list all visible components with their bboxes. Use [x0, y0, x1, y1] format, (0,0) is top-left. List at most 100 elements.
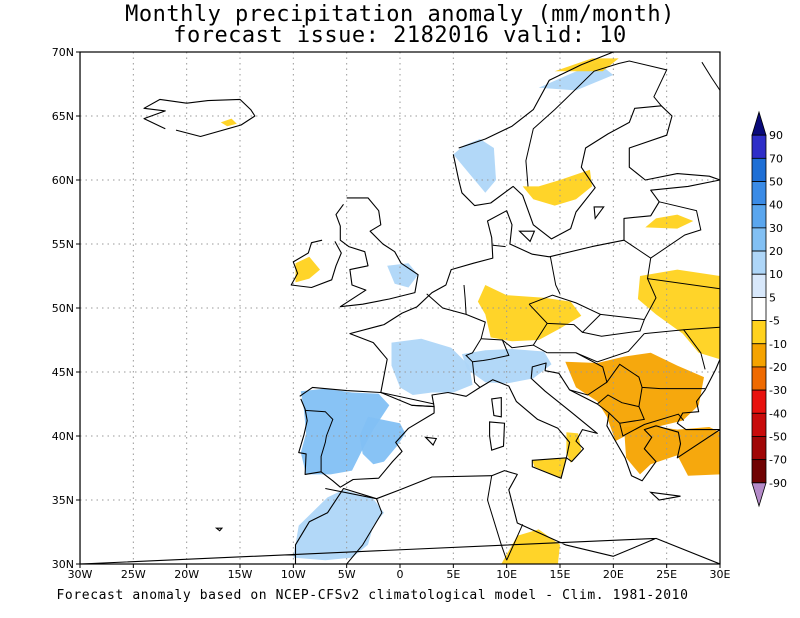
- dry-anomaly-central-europe: [477, 285, 582, 342]
- lat-label: 35N: [52, 494, 74, 507]
- colorbar-segment: [751, 297, 767, 321]
- island-sardinia: [489, 421, 506, 451]
- lat-label: 30N: [52, 558, 74, 571]
- dry-anomaly-ireland-dry: [295, 256, 320, 283]
- coastline-ireland: [290, 239, 342, 289]
- country-border: [472, 339, 510, 363]
- colorbar-segment: [751, 389, 767, 414]
- lon-label: 25E: [656, 568, 677, 581]
- colorbar-segment: [751, 343, 767, 368]
- colorbar-bottom-arrow: [751, 482, 767, 508]
- footer-note: Forecast anomaly based on NCEP-CFSv2 cli…: [56, 588, 689, 603]
- colorbar-top-arrow: [751, 110, 767, 136]
- lon-label: 30W: [68, 568, 93, 581]
- colorbar-label: 50: [769, 176, 783, 189]
- lon-label: 0: [397, 568, 404, 581]
- colorbar: 90 70 50 40 30 20 10 5 -5 -10 -20 -30 -40 -50 -70 -90: [751, 110, 787, 508]
- colorbar-segment: [751, 227, 767, 252]
- lat-label: 55N: [52, 238, 74, 251]
- lon-label: 15E: [550, 568, 571, 581]
- country-border: [481, 338, 548, 354]
- lon-label: 5W: [338, 568, 356, 581]
- colorbar-label: 30: [769, 222, 783, 235]
- lon-label: 20W: [174, 568, 199, 581]
- country-border: [506, 524, 524, 561]
- dry-anomaly-baltic: [645, 214, 694, 229]
- dry-anomaly-iceland-dry: [220, 118, 237, 127]
- colorbar-label: 90: [769, 129, 783, 142]
- anomaly-shading: [220, 58, 720, 564]
- coastline-scandinavia: [452, 52, 720, 240]
- colorbar-segment: [751, 273, 767, 298]
- lat-label: 70N: [52, 46, 74, 59]
- wet-anomaly-morocco: [293, 489, 384, 561]
- longitude-axis: 30W 25W 20W 15W 10W 5W 0 5E 10E 15E 20E 25E 30E: [68, 564, 731, 581]
- map-title-line2: forecast issue: 2182016 valid: 10: [173, 23, 627, 48]
- country-border: [619, 413, 685, 437]
- country-border: [644, 329, 706, 370]
- dry-anomaly-sicily: [532, 457, 567, 479]
- dry-anomaly-greece-turkey: [624, 425, 720, 476]
- coastlines: [80, 52, 720, 564]
- colorbar-segment: [751, 250, 767, 275]
- colorbar-label: -5: [769, 315, 780, 328]
- colorbar-label: -20: [769, 361, 787, 374]
- wet-anomaly-iberia-east: [359, 416, 406, 465]
- lon-label: 15W: [228, 568, 253, 581]
- coastline-continent: [80, 52, 720, 564]
- lon-label: 20E: [603, 568, 624, 581]
- colorbar-segment: [751, 181, 767, 206]
- country-border: [325, 488, 383, 564]
- lat-label: 50N: [52, 302, 74, 315]
- dry-anomaly-libya: [501, 529, 560, 564]
- island-zealand: [518, 230, 536, 243]
- colorbar-segment: [751, 134, 767, 159]
- colorbar-segment: [751, 157, 767, 182]
- lat-label: 65N: [52, 110, 74, 123]
- lat-label: 45N: [52, 366, 74, 379]
- country-border: [575, 333, 645, 363]
- colorbar-segment: [751, 459, 767, 484]
- country-border: [380, 392, 435, 405]
- colorbar-label: -10: [769, 338, 787, 351]
- island-crete: [649, 491, 681, 501]
- country-border: [528, 294, 602, 333]
- island-sicily: [531, 457, 568, 479]
- lon-label: 10W: [281, 568, 306, 581]
- coastline-iberia: [298, 386, 435, 488]
- country-border: [701, 61, 720, 91]
- island-mallorca: [424, 436, 438, 446]
- lon-label: 10E: [496, 568, 517, 581]
- country-border: [486, 475, 508, 561]
- country-border: [683, 326, 720, 331]
- colorbar-label: -70: [769, 454, 787, 467]
- colorbar-label: -30: [769, 384, 787, 397]
- colorbar-segment: [751, 320, 767, 345]
- island-madeira: [214, 527, 224, 532]
- wet-anomaly-france-south: [391, 338, 473, 395]
- dry-anomaly-ukraine: [637, 269, 720, 360]
- country-border: [525, 60, 668, 187]
- country-border: [650, 201, 702, 259]
- colorbar-segment: [751, 436, 767, 461]
- island-corsica: [491, 396, 502, 418]
- graticule: [80, 52, 720, 564]
- country-border: [463, 284, 467, 315]
- dry-anomaly-balkans: [565, 352, 704, 442]
- colorbar-label: 40: [769, 199, 783, 212]
- lon-label: 30E: [710, 568, 731, 581]
- country-border: [569, 381, 608, 396]
- country-border: [623, 239, 720, 290]
- coastline-iceland: [143, 98, 256, 138]
- coastline-great-britain: [335, 197, 419, 308]
- country-border: [549, 256, 561, 295]
- colorbar-label: 20: [769, 245, 783, 258]
- country-borders: [305, 60, 720, 564]
- colorbar-segment: [751, 412, 767, 437]
- country-border: [426, 293, 486, 388]
- country-border: [305, 409, 334, 472]
- colorbar-label: -50: [769, 430, 787, 443]
- lon-label: 5E: [446, 568, 460, 581]
- country-border: [547, 352, 706, 390]
